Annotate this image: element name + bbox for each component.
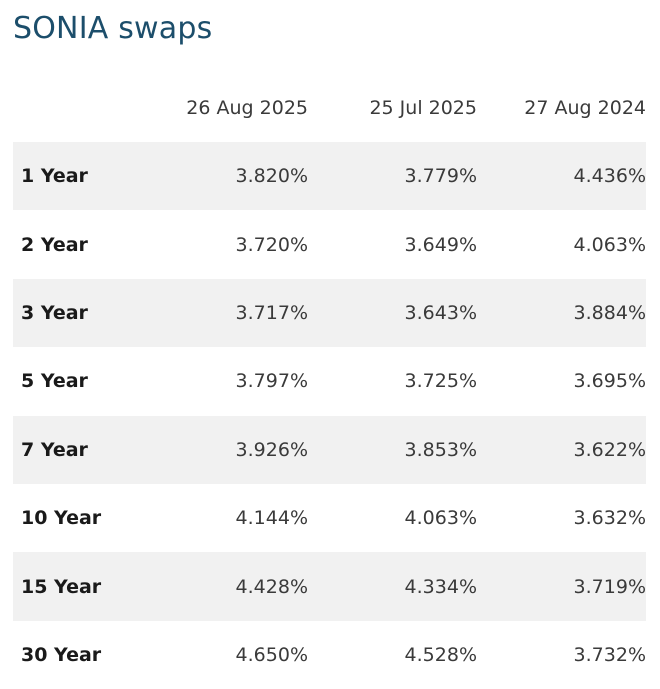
table-row: 10 Year 4.144% 4.063% 3.632%: [13, 484, 646, 552]
table-row: 2 Year 3.720% 3.649% 4.063%: [13, 210, 646, 278]
rate-cell: 3.719%: [573, 575, 646, 598]
tenor-label: 10 Year: [21, 507, 102, 530]
rate-cell: 4.063%: [404, 507, 477, 530]
rate-cell: 3.884%: [573, 301, 646, 324]
table-row: 7 Year 3.926% 3.853% 3.622%: [13, 415, 646, 484]
rate-cell: 3.643%: [404, 301, 477, 324]
swap-rates-table: 26 Aug 2025 25 Jul 2025 27 Aug 2024 1 Ye…: [13, 74, 646, 689]
rate-cell: 3.797%: [235, 370, 308, 393]
page-title: SONIA swaps: [13, 11, 213, 46]
table-row: 5 Year 3.797% 3.725% 3.695%: [13, 347, 646, 415]
rate-cell: 4.334%: [404, 575, 477, 598]
rate-cell: 3.926%: [235, 438, 308, 461]
table-header-row: 26 Aug 2025 25 Jul 2025 27 Aug 2024: [13, 74, 646, 142]
rate-cell: 3.779%: [404, 165, 477, 188]
column-header-date-3: 27 Aug 2024: [524, 97, 646, 119]
tenor-label: 5 Year: [21, 370, 88, 393]
rate-cell: 3.695%: [573, 370, 646, 393]
rate-cell: 3.720%: [235, 233, 308, 256]
column-header-date-1: 26 Aug 2025: [186, 97, 308, 119]
rate-cell: 4.650%: [235, 643, 308, 666]
rate-cell: 3.622%: [573, 438, 646, 461]
column-header-date-2: 25 Jul 2025: [369, 97, 477, 119]
rate-cell: 3.732%: [573, 643, 646, 666]
rate-cell: 4.144%: [235, 507, 308, 530]
rate-cell: 4.428%: [235, 575, 308, 598]
tenor-label: 15 Year: [21, 575, 102, 598]
tenor-label: 1 Year: [21, 165, 88, 188]
tenor-label: 7 Year: [21, 438, 88, 461]
table-row: 30 Year 4.650% 4.528% 3.732%: [13, 621, 646, 689]
rate-cell: 3.649%: [404, 233, 477, 256]
table-row: 15 Year 4.428% 4.334% 3.719%: [13, 552, 646, 621]
rate-cell: 3.725%: [404, 370, 477, 393]
rate-cell: 3.632%: [573, 507, 646, 530]
table-row: 3 Year 3.717% 3.643% 3.884%: [13, 278, 646, 348]
table-row: 1 Year 3.820% 3.779% 4.436%: [13, 142, 646, 211]
rate-cell: 3.717%: [235, 301, 308, 324]
rate-cell: 4.528%: [404, 643, 477, 666]
tenor-label: 30 Year: [21, 643, 102, 666]
rate-cell: 3.853%: [404, 438, 477, 461]
rate-cell: 3.820%: [235, 165, 308, 188]
tenor-label: 3 Year: [21, 301, 88, 324]
rate-cell: 4.063%: [573, 233, 646, 256]
rate-cell: 4.436%: [573, 165, 646, 188]
tenor-label: 2 Year: [21, 233, 88, 256]
